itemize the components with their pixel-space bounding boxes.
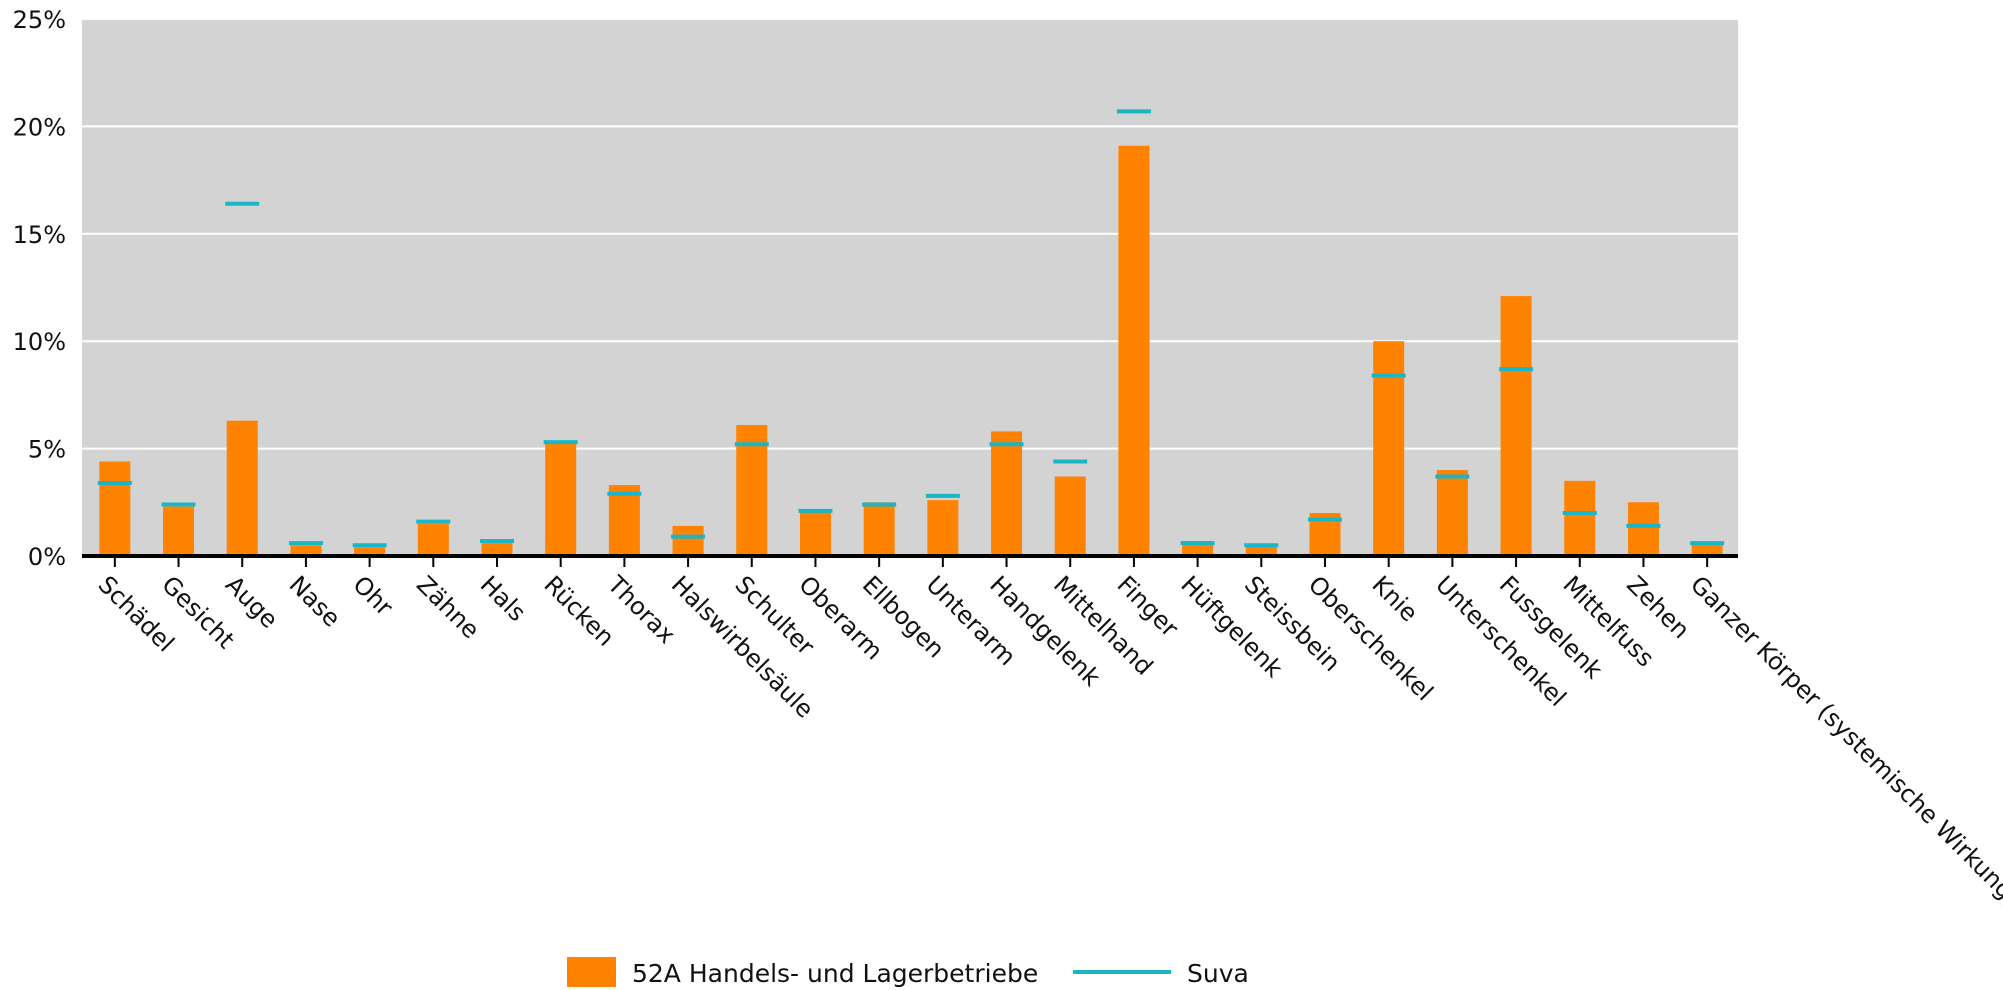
bar-series	[99, 145, 1723, 556]
bar	[163, 506, 195, 556]
marker-series	[97, 109, 1725, 548]
bar	[1373, 341, 1405, 556]
x-tick-label: Rücken	[538, 570, 619, 651]
bar	[1245, 545, 1277, 556]
bar	[1627, 502, 1659, 556]
y-tick-label: 15%	[13, 221, 66, 249]
legend: 52A Handels- und Lagerbetriebe Suva	[567, 957, 1249, 988]
bar	[1118, 145, 1150, 556]
bar	[354, 547, 386, 556]
x-tick-label: Ganzer Körper (systemische Wirkung)	[1685, 570, 2003, 911]
bar	[1691, 543, 1723, 556]
bar	[736, 424, 768, 556]
plot-background	[82, 19, 1738, 556]
x-tick-label: Hals	[475, 570, 532, 627]
legend-label-bar: 52A Handels- und Lagerbetriebe	[632, 959, 1038, 988]
y-tick-labels: 0% 5% 10% 15% 20% 25%	[13, 6, 66, 571]
x-tick-label: Nase	[284, 570, 346, 632]
bar	[1436, 470, 1468, 556]
bar	[290, 545, 322, 556]
legend-swatch-bar	[567, 957, 616, 987]
x-tick-label: Knie	[1366, 570, 1423, 627]
bar	[226, 420, 258, 556]
bar	[1054, 476, 1086, 556]
bar	[481, 543, 513, 556]
x-tick-label: Zähne	[411, 570, 485, 644]
x-tick-label: Ohr	[347, 570, 398, 621]
bar	[608, 485, 640, 556]
axes	[82, 554, 1738, 567]
legend-label-marker: Suva	[1187, 959, 1249, 988]
gridlines	[82, 18, 1738, 450]
y-tick-label: 25%	[13, 6, 66, 34]
bar	[927, 500, 959, 556]
y-tick-label: 0%	[28, 543, 66, 571]
bar	[545, 442, 577, 556]
bar	[1500, 296, 1532, 556]
y-tick-label: 10%	[13, 328, 66, 356]
y-tick-label: 20%	[13, 113, 66, 141]
bar	[799, 510, 831, 556]
y-tick-label: 5%	[28, 436, 66, 464]
bar	[99, 461, 131, 556]
bar	[417, 523, 449, 556]
bar	[863, 502, 895, 556]
bar	[991, 431, 1023, 556]
bar	[1564, 480, 1596, 556]
bar	[672, 525, 704, 556]
